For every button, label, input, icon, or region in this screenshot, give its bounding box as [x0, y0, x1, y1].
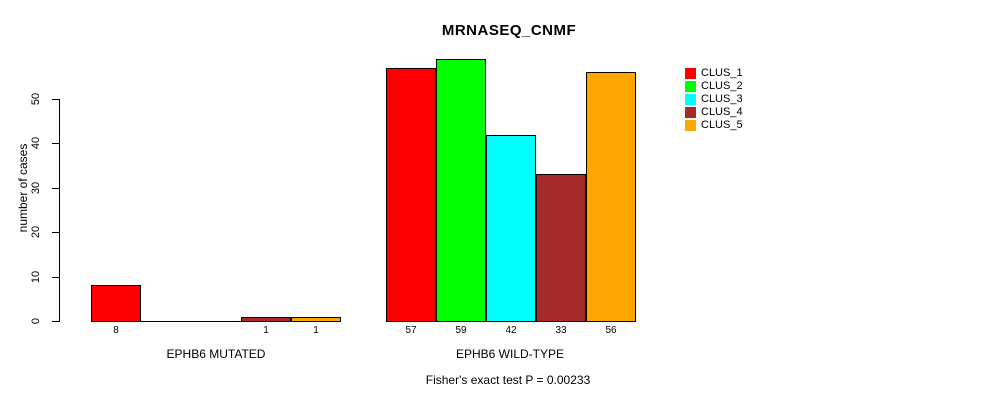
y-tick-label: 10 [30, 270, 42, 283]
bar-value-label: 1 [263, 325, 269, 336]
bar-clus_4 [241, 317, 291, 322]
bar-clus_4 [536, 174, 586, 322]
y-tick-label: 0 [30, 317, 42, 325]
y-tick-mark [52, 143, 59, 145]
y-tick-mark [52, 321, 59, 322]
bar-clus_3 [486, 135, 536, 322]
y-axis-title: number of cases [16, 143, 30, 233]
legend-label: CLUS_3 [701, 93, 743, 105]
legend-swatch-clus_4 [685, 107, 696, 118]
legend-swatch-clus_2 [685, 81, 696, 92]
y-tick-mark [52, 99, 59, 100]
caption-fishers-test: Fisher's exact test P = 0.00233 [425, 373, 591, 387]
y-tick-mark [52, 187, 59, 189]
legend-swatch-clus_3 [685, 94, 696, 105]
legend-label: CLUS_4 [701, 106, 743, 118]
y-tick-mark [52, 232, 59, 234]
chart-title: MRNASEQ_CNMF [441, 22, 577, 39]
bar-value-label: 33 [555, 325, 567, 336]
bar-value-label: 1 [313, 325, 319, 336]
bar-value-label: 8 [113, 325, 119, 336]
y-tick-label: 30 [30, 181, 42, 194]
bar-clus_1 [91, 285, 141, 322]
x-group-label-mutated: EPHB6 MUTATED [166, 347, 266, 361]
bar-clus_5 [291, 317, 341, 322]
y-tick-label: 40 [30, 137, 42, 150]
y-tick-label: 50 [30, 92, 42, 106]
bar-clus_1 [386, 68, 436, 322]
y-tick-label: 20 [30, 226, 42, 239]
y-axis-line [59, 99, 60, 322]
bar-clus_5 [586, 72, 636, 322]
x-group-label-wild-type: EPHB6 WILD-TYPE [455, 347, 565, 361]
bar-value-label: 57 [405, 325, 417, 336]
group-baseline [91, 321, 341, 322]
bar-value-label: 59 [455, 325, 467, 336]
y-tick-mark [52, 276, 59, 278]
legend-swatch-clus_5 [685, 120, 696, 131]
legend-label: CLUS_2 [701, 80, 743, 92]
bar-clus_2 [436, 59, 486, 322]
legend-label: CLUS_1 [701, 67, 743, 79]
legend-label: CLUS_5 [701, 119, 743, 131]
legend-swatch-clus_1 [685, 68, 696, 79]
bar-value-label: 42 [505, 325, 517, 336]
bar-value-label: 56 [605, 325, 617, 336]
